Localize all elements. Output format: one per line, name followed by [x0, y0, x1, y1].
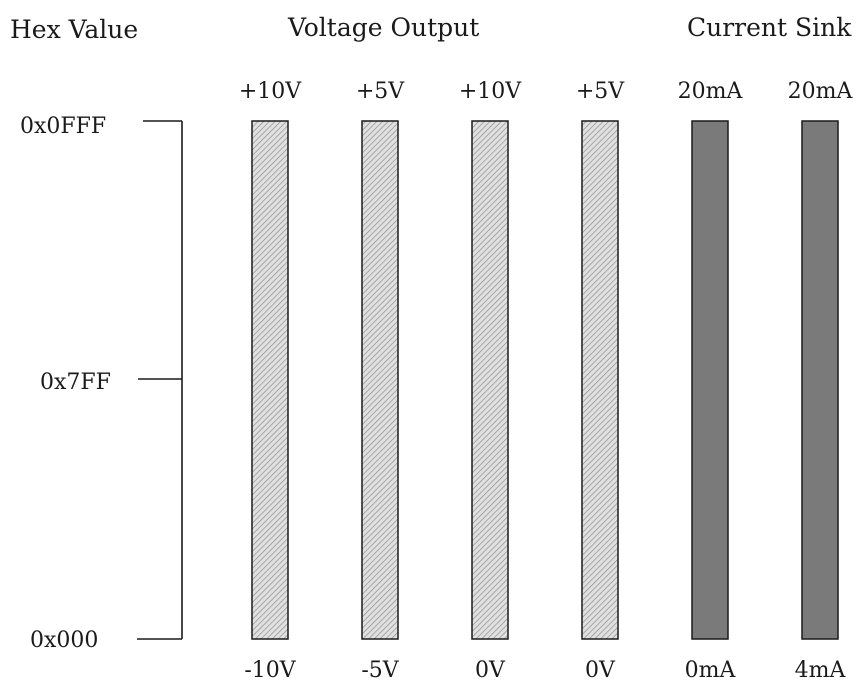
hex-label-bottom: 0x000 — [30, 628, 98, 653]
voltage-range-bar — [251, 120, 289, 640]
range-bottom-label: -10V — [244, 658, 296, 683]
range-bottom-label: 0mA — [685, 658, 737, 683]
range-bottom-label: 0V — [585, 658, 616, 683]
range-column-6: 20mA 4mA — [788, 79, 854, 683]
current-range-bar — [691, 120, 729, 640]
hex-label-mid: 0x7FF — [40, 370, 111, 395]
range-top-label: +5V — [356, 79, 405, 104]
hex-scale-bracket — [137, 120, 183, 640]
range-top-label: 20mA — [788, 79, 854, 104]
range-top-label: +5V — [576, 79, 625, 104]
range-column-5: 20mA 0mA — [678, 79, 744, 683]
voltage-range-bar — [471, 120, 509, 640]
range-bottom-label: 4mA — [795, 658, 847, 683]
range-column-2: +5V -5V — [356, 79, 405, 683]
voltage-range-bar — [581, 120, 619, 640]
range-top-label: 20mA — [678, 79, 744, 104]
current-sink-heading: Current Sink — [687, 13, 852, 42]
range-column-3: +10V 0V — [459, 79, 522, 683]
range-top-label: +10V — [239, 79, 302, 104]
hex-label-top: 0x0FFF — [20, 114, 106, 139]
range-bottom-label: 0V — [475, 658, 506, 683]
range-column-1: +10V -10V — [239, 79, 302, 683]
range-columns: +10V -10V +5V -5V +10V 0V +5V 0V 20mA 0mA 20mA 4mA — [239, 79, 854, 683]
voltage-output-heading: Voltage Output — [287, 13, 479, 42]
current-range-bar — [801, 120, 839, 640]
range-top-label: +10V — [459, 79, 522, 104]
range-bottom-label: -5V — [361, 658, 399, 683]
hex-value-heading: Hex Value — [10, 15, 138, 44]
voltage-range-bar — [361, 120, 399, 640]
range-column-4: +5V 0V — [576, 79, 625, 683]
